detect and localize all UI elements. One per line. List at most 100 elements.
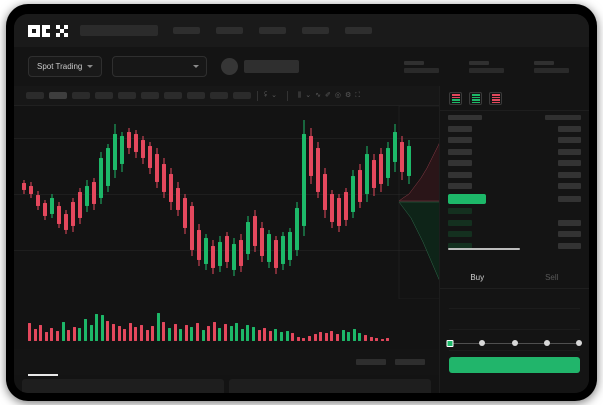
candle	[43, 106, 47, 299]
volume-bar	[375, 338, 379, 341]
gridline-1	[14, 138, 439, 139]
volume-bar	[207, 326, 211, 341]
orderbook-ask-row[interactable]	[448, 136, 581, 145]
orderbook-bid-row[interactable]	[448, 230, 581, 239]
orderbook-bid-row[interactable]	[448, 207, 581, 216]
volume-bar	[268, 331, 272, 341]
orderbook-ask-row[interactable]	[448, 159, 581, 168]
candle	[274, 106, 278, 299]
volume-bar	[218, 328, 222, 341]
candle	[106, 106, 110, 299]
volume-bar	[145, 330, 149, 341]
slider-node-50[interactable]	[511, 340, 518, 346]
orderbook-bid-row[interactable]	[448, 218, 581, 227]
candle	[281, 106, 285, 299]
chevron-down-icon	[87, 65, 94, 68]
device-frame: Spot Trading	[6, 4, 597, 401]
bottom-action-1[interactable]	[356, 359, 386, 365]
candle	[302, 106, 306, 299]
candlestick-chart[interactable]	[14, 106, 439, 299]
candle	[183, 106, 187, 299]
market-type-label: Spot Trading	[37, 62, 83, 71]
bottom-action-2[interactable]	[395, 359, 425, 365]
chevron-down-icon[interactable]: ⌄	[271, 92, 277, 99]
timeframe-2[interactable]	[49, 92, 67, 99]
line-tool-icon[interactable]: ∿	[315, 92, 321, 99]
orderbook-scrollbar[interactable]	[448, 248, 520, 250]
volume-bar	[235, 323, 239, 341]
orderbook-ask-row[interactable]	[448, 147, 581, 156]
volume-bar	[324, 333, 328, 341]
slider-node-100[interactable]	[576, 340, 582, 346]
orderbook-ask-row[interactable]	[448, 182, 581, 191]
volume-bar	[117, 326, 121, 341]
volume-bar	[336, 334, 339, 341]
search-input[interactable]	[80, 25, 158, 36]
percent-slider[interactable]	[446, 339, 582, 348]
nav-items	[173, 27, 372, 34]
candle	[316, 106, 320, 299]
ticker-stat-1	[404, 60, 439, 73]
bottom-panel-2[interactable]	[229, 379, 431, 393]
volume-bar	[72, 327, 76, 341]
pencil-icon[interactable]: ✐	[324, 92, 331, 99]
candle	[330, 106, 334, 299]
timeframe-7[interactable]	[164, 92, 182, 99]
candle	[92, 106, 96, 299]
settings-icon[interactable]: ⚙	[344, 92, 352, 99]
timeframe-1[interactable]	[26, 92, 44, 99]
timeframe-9[interactable]	[210, 92, 228, 99]
order-field-2[interactable]	[449, 316, 580, 330]
tab-buy[interactable]: Buy	[470, 273, 485, 282]
submit-buy-button[interactable]	[449, 357, 580, 373]
orderbook-rows[interactable]	[440, 111, 589, 250]
slider-node-75[interactable]	[543, 340, 550, 346]
timeframe-4[interactable]	[95, 92, 113, 99]
nav-item-4[interactable]	[302, 27, 329, 34]
volume-bar	[100, 315, 104, 341]
volume-bar	[50, 328, 54, 341]
order-field-1[interactable]	[449, 295, 580, 309]
slider-node-25[interactable]	[479, 340, 486, 346]
volume-bar	[156, 313, 160, 341]
orderbook-ask-row[interactable]	[448, 170, 581, 179]
candle	[190, 106, 194, 299]
volume-bar	[84, 319, 87, 341]
market-type-dropdown[interactable]: Spot Trading	[28, 56, 103, 77]
timeframe-8[interactable]	[187, 92, 205, 99]
order-field-3[interactable]	[449, 337, 580, 351]
orderbook-current-price-row	[448, 193, 581, 204]
volume-bar	[285, 331, 289, 341]
volume-bar	[296, 337, 300, 341]
candle	[141, 106, 145, 299]
okx-logo-icon[interactable]	[28, 24, 68, 37]
volume-bar	[95, 314, 99, 341]
fullscreen-icon[interactable]: ⛶	[355, 92, 361, 99]
orderbook-bids-icon[interactable]	[469, 92, 482, 105]
ticker-stat-2	[469, 60, 504, 73]
timeframe-6[interactable]	[141, 92, 159, 99]
orderbook-layout-toggles	[440, 86, 589, 111]
candle	[365, 106, 369, 299]
indicator-icon[interactable]: ⪿	[264, 92, 268, 99]
timeframe-5[interactable]	[118, 92, 136, 99]
orderbook-asks-icon[interactable]	[489, 92, 502, 105]
orderbook-bid-row[interactable]	[448, 241, 581, 250]
timeframe-3[interactable]	[72, 92, 90, 99]
volume-bar	[352, 329, 356, 341]
camera-icon[interactable]: ◎	[334, 92, 341, 99]
nav-item-1[interactable]	[173, 27, 200, 34]
candle	[176, 106, 180, 299]
bottom-panel-1[interactable]	[22, 379, 224, 393]
orderbook-both-icon[interactable]	[449, 92, 462, 105]
slider-node-0[interactable]	[446, 339, 454, 347]
trading-pair-dropdown[interactable]	[112, 56, 208, 77]
chart-type-icon[interactable]: ⫼	[297, 92, 302, 99]
nav-item-5[interactable]	[345, 27, 372, 34]
orderbook-ask-row[interactable]	[448, 124, 581, 133]
timeframe-10[interactable]	[233, 92, 251, 99]
chevron-down-icon-2[interactable]: ⌄	[305, 92, 312, 99]
nav-item-2[interactable]	[216, 27, 243, 34]
nav-item-3[interactable]	[259, 27, 286, 34]
tab-sell[interactable]: Sell	[545, 273, 559, 282]
